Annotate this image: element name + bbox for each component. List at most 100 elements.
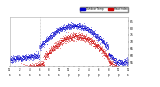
Point xyxy=(65,38,68,40)
Point xyxy=(11,57,13,58)
Point xyxy=(60,37,63,39)
Point xyxy=(45,39,47,40)
Point xyxy=(57,31,60,33)
Point xyxy=(54,48,56,49)
Point xyxy=(107,53,110,55)
Point xyxy=(69,35,71,37)
Point xyxy=(76,24,78,25)
Point xyxy=(91,40,94,41)
Point xyxy=(19,58,22,59)
Point xyxy=(23,69,26,70)
Point xyxy=(60,37,63,39)
Point xyxy=(110,56,112,58)
Point xyxy=(123,72,125,74)
Point xyxy=(72,25,74,27)
Point xyxy=(45,37,48,39)
Point xyxy=(96,34,99,35)
Point xyxy=(38,45,41,46)
Point xyxy=(11,61,13,62)
Point xyxy=(30,54,32,55)
Point xyxy=(78,25,81,27)
Point xyxy=(41,66,43,67)
Point xyxy=(38,65,41,66)
Point xyxy=(36,64,38,66)
Point xyxy=(35,65,37,66)
Point xyxy=(25,70,28,72)
Point xyxy=(104,43,107,44)
Point xyxy=(89,39,92,40)
Point xyxy=(110,56,113,58)
Point xyxy=(58,31,60,32)
Point xyxy=(75,35,77,37)
Point xyxy=(28,54,31,55)
Point xyxy=(35,65,38,66)
Point xyxy=(86,27,88,28)
Point xyxy=(60,30,62,32)
Point xyxy=(20,59,22,61)
Point xyxy=(16,70,18,71)
Point xyxy=(87,39,90,40)
Point xyxy=(90,42,92,43)
Point xyxy=(118,68,121,69)
Point xyxy=(36,54,38,56)
Point xyxy=(27,54,30,56)
Point xyxy=(66,39,69,40)
Point xyxy=(108,54,110,55)
Point xyxy=(79,26,82,28)
Point xyxy=(74,34,76,36)
Point xyxy=(104,43,107,45)
Point xyxy=(54,45,57,46)
Point xyxy=(71,39,74,40)
Point xyxy=(83,41,86,43)
Point xyxy=(60,27,63,28)
Point xyxy=(60,39,63,41)
Point xyxy=(67,39,70,40)
Point xyxy=(45,55,48,56)
Point xyxy=(98,36,100,37)
Point xyxy=(123,71,125,73)
Point xyxy=(17,72,19,73)
Point xyxy=(16,57,18,58)
Point xyxy=(29,56,32,57)
Point xyxy=(92,46,95,47)
Point xyxy=(83,37,86,39)
Point xyxy=(85,38,88,40)
Point xyxy=(118,62,120,64)
Point xyxy=(99,39,102,40)
Point xyxy=(81,38,84,39)
Point xyxy=(53,44,56,45)
Point xyxy=(42,45,44,47)
Point xyxy=(93,41,96,42)
Point xyxy=(99,47,102,48)
Point xyxy=(60,39,63,40)
Point xyxy=(65,37,68,39)
Point xyxy=(86,26,89,27)
Point xyxy=(101,48,104,50)
Point xyxy=(91,33,94,34)
Point xyxy=(61,30,63,31)
Point xyxy=(42,63,44,65)
Point xyxy=(17,57,19,58)
Point xyxy=(124,72,127,74)
Point xyxy=(13,56,16,57)
Point xyxy=(110,54,112,56)
Point xyxy=(42,61,45,62)
Point xyxy=(109,55,112,57)
Point xyxy=(93,45,95,46)
Point xyxy=(73,40,75,42)
Point xyxy=(63,27,65,29)
Point xyxy=(95,35,98,36)
Point xyxy=(40,63,43,64)
Point xyxy=(121,63,124,64)
Point xyxy=(89,40,92,41)
Point xyxy=(40,43,43,45)
Point xyxy=(13,58,16,60)
Point xyxy=(117,68,119,69)
Point xyxy=(92,41,94,42)
Point xyxy=(44,40,47,42)
Point xyxy=(21,68,24,69)
Point xyxy=(24,55,27,57)
Point xyxy=(69,38,72,39)
Point xyxy=(73,36,76,37)
Point xyxy=(50,51,52,52)
